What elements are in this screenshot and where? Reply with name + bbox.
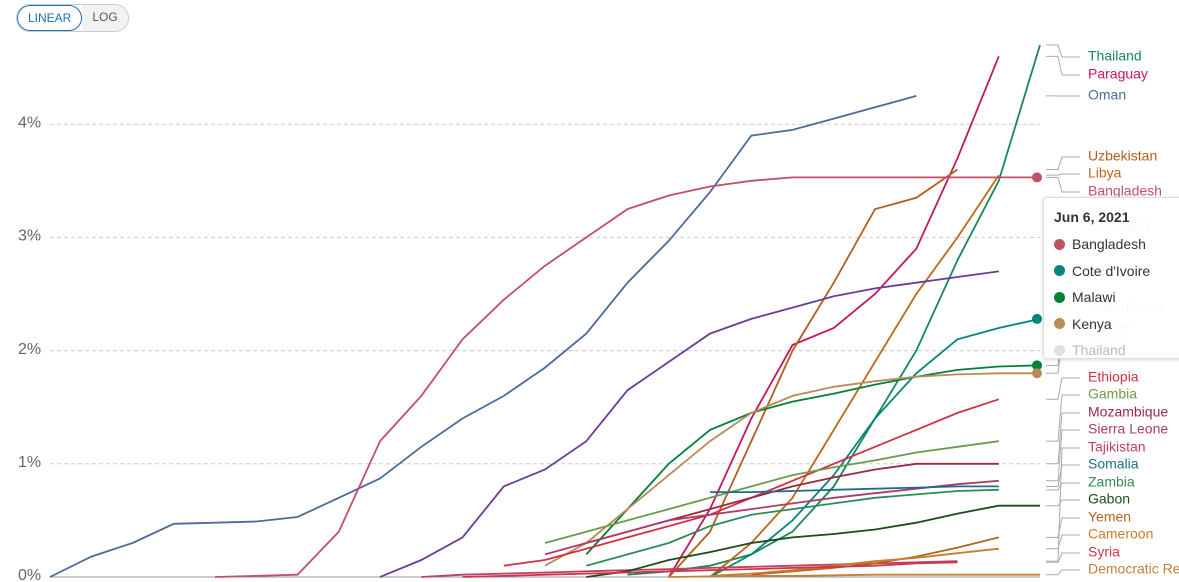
tooltip-swatch: [1054, 238, 1065, 250]
label-connector: [1046, 173, 1080, 176]
legend-label: Gambia: [1088, 386, 1137, 402]
label-connector: [1046, 44, 1080, 58]
legend-label: Syria: [1088, 544, 1120, 560]
label-connector: [1046, 569, 1080, 576]
legend-label: Thailand: [1088, 48, 1142, 64]
legend-label: Mozambique: [1088, 404, 1168, 420]
legend-label: Ethiopia: [1088, 369, 1139, 385]
series-line: [668, 168, 959, 578]
legend-label: Democratic Re: [1088, 561, 1179, 577]
series-line: [49, 95, 917, 578]
tooltip-date: Jun 6, 2021: [1054, 209, 1130, 225]
series-line: [668, 55, 1000, 578]
series-line: [544, 440, 999, 544]
label-connector: [1046, 176, 1080, 193]
hover-dot: [1032, 360, 1042, 371]
tooltip-label: Cote d'Ivoire: [1072, 262, 1151, 279]
legend-label: Somalia: [1088, 456, 1139, 472]
tooltip-row: Bangladesh: [1044, 231, 1179, 258]
tooltip-swatch: [1054, 318, 1065, 330]
series-line: [585, 364, 1041, 556]
label-connector: [1046, 552, 1080, 563]
y-tick-label: 0%: [18, 567, 41, 582]
label-connector: [1046, 377, 1080, 400]
tooltip: Jun 6, 2021 Bangladesh Cote d'Ivoire Malaw…: [1043, 197, 1179, 359]
series-line: [503, 398, 1000, 567]
legend-label: Libya: [1088, 165, 1122, 181]
y-tick-label: 2%: [18, 341, 41, 358]
series-line: [214, 176, 1040, 578]
series-line: [586, 488, 999, 567]
label-connector: [1046, 464, 1080, 487]
hover-dot: [1032, 172, 1042, 183]
legend-label: Cameroon: [1088, 526, 1153, 542]
label-connector: [1046, 412, 1080, 465]
legend-label: Paraguay: [1088, 66, 1148, 82]
tooltip-label: Bangladesh: [1072, 236, 1146, 253]
series-line: [668, 573, 1040, 578]
label-connector: [1046, 429, 1080, 482]
legend-label: Uzbekistan: [1088, 148, 1157, 164]
y-tick-label: 4%: [18, 114, 41, 131]
series-line: [751, 536, 1000, 576]
series-line: [544, 372, 1040, 567]
tooltip-label: Kenya: [1072, 315, 1112, 332]
scale-toggle: LINEAR LOG: [16, 4, 129, 32]
label-connector: [1046, 499, 1080, 507]
tooltip-label: Malawi: [1072, 289, 1116, 306]
legend-label: Gabon: [1088, 491, 1130, 507]
label-connector: [1046, 156, 1080, 171]
tooltip-swatch: [1054, 291, 1065, 303]
tooltip-swatch: [1054, 265, 1065, 277]
tooltip-label: Thailand: [1072, 342, 1126, 359]
log-button[interactable]: LOG: [82, 5, 128, 31]
tooltip-row: Kenya: [1044, 311, 1179, 338]
label-connector: [1046, 534, 1080, 550]
legend-label: Tajikistan: [1088, 439, 1146, 455]
y-tick-label: 1%: [18, 454, 41, 471]
y-tick-label: 3%: [18, 228, 41, 245]
series-line: [586, 504, 1040, 578]
tooltip-row: Thailand: [1044, 337, 1179, 364]
hover-dot: [1032, 313, 1042, 324]
series-line: [709, 174, 1000, 578]
legend-label: Sierra Leone: [1088, 421, 1168, 437]
label-connector: [1046, 482, 1080, 491]
series-line: [710, 485, 999, 493]
legend-label: Zambia: [1088, 474, 1135, 490]
linear-button[interactable]: LINEAR: [17, 5, 83, 31]
legend-label: Bangladesh: [1088, 183, 1162, 199]
series-line: [462, 561, 958, 578]
label-connector: [1046, 55, 1080, 76]
tooltip-row: Malawi: [1044, 284, 1179, 311]
series-line: [709, 547, 999, 577]
legend-label: Yemen: [1088, 509, 1131, 525]
label-connector: [1046, 447, 1080, 562]
label-connector: [1046, 394, 1080, 442]
hover-dot: [1032, 368, 1042, 379]
tooltip-row: Cote d'Ivoire: [1044, 258, 1179, 285]
series-line: [709, 318, 1041, 578]
label-connector: [1046, 517, 1080, 538]
series-line: [379, 270, 999, 578]
legend-label: Oman: [1088, 87, 1126, 103]
tooltip-swatch: [1054, 344, 1065, 356]
